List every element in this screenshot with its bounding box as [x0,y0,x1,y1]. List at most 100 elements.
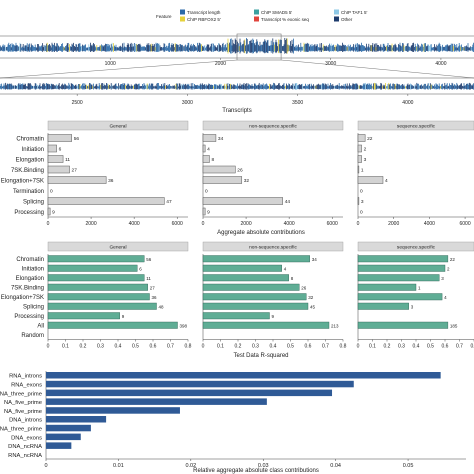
r2-bar-label: 36 [152,295,158,300]
zoom-connector-left [0,59,238,79]
r2-category-label: Processing [14,314,44,320]
aggregate-bar-label: 44 [285,199,291,205]
aggregate-bar-label: 0 [205,189,208,195]
aggregate-bar-label: 9 [207,210,210,216]
aggregate-bar-label: 1 [361,168,364,174]
aggregate-category-label: Elongation+7SK [1,179,44,185]
r2-bar-label: 26 [301,286,307,291]
r2-category-label: Random [21,333,44,339]
r2-x-tick-label: 0.5 [132,344,139,350]
r2-x-tick-label: 0.4 [115,344,122,350]
zoom-track-tick-label: 3000 [182,100,193,106]
overview-highlight-box [236,33,282,61]
r2-bar-label: 6 [139,267,142,272]
facet-strip-label: non-sequence.specific [249,245,297,251]
facet-strip [357,120,474,131]
zoom-track-signal [0,82,474,90]
r2-bar [47,264,138,272]
r2-category-label: Initiation [22,267,44,273]
aggregate-bar [47,165,70,174]
legend-label: ChIP TAF1 5' [341,10,368,15]
aggregate-x-tick-label: 2000 [86,221,97,227]
r2-bar-label: 8 [291,276,294,281]
r2-x-tick-label: 0.3 [252,344,259,350]
aggregate-bar [202,176,243,184]
aggregate-bar-label: 2 [364,147,367,153]
aggregate-category-label: Splicing [23,200,44,206]
r2-bar [202,274,289,282]
aggregate-bar [47,176,107,184]
class-bar [46,380,354,388]
class-category-label: DNA_exons [11,435,42,441]
r2-bar-label: 32 [308,295,314,300]
r2-bar-label: 27 [150,286,156,291]
r2-x-tick-label: 0.1 [62,344,69,350]
r2-bar [357,274,440,282]
r2-x-tick-label: 0.7 [322,344,329,350]
r2-x-tick-label: 0.1 [369,344,376,350]
aggregate-xlabel: Aggregate absolute contributions [217,230,305,236]
facet-strip [357,241,474,252]
r2-x-tick-label: 0.3 [398,344,405,350]
facet-strip [47,241,189,252]
aggregate-x-tick-label: 0 [357,221,360,227]
aggregate-bar [357,144,362,153]
r2-bar [202,312,270,320]
r2-bar [47,312,120,320]
r2-category-label: Splicing [23,305,44,311]
r2-bar-label: 22 [450,257,456,262]
r2-x-tick-label: 0 [202,344,205,350]
legend-title: Feature [156,14,172,19]
aggregate-bar [357,197,360,205]
aggregate-bar-label: 4 [207,147,210,153]
r2-bar-label: 56 [146,257,152,262]
aggregate-bar-label: 0 [360,189,363,195]
r2-x-tick-label: 0.6 [442,344,449,350]
aggregate-category-label: 7SK.Binding [11,168,44,174]
r2-bar [357,321,449,329]
r2-bar [47,255,145,263]
aggregate-x-tick-label: 6000 [460,221,471,227]
aggregate-bar-label: 47 [166,199,172,205]
r2-bar-label: 213 [331,324,339,329]
aggregate-bar-label: 11 [65,157,70,163]
class-category-label: NA_three_prime [0,391,42,397]
overview-track-signal [0,37,474,54]
class-xlabel: Relative aggregate absolute class contri… [193,468,319,474]
facet-strip [202,241,344,252]
r2-bar-label: 4 [284,267,287,272]
overview-track-tick-label: 2000 [215,61,226,67]
r2-bar [357,293,443,301]
r2-x-tick-label: 0.8 [185,344,192,350]
facet-strip-label: sequence.specific [397,124,436,130]
r2-bar-label: 4 [444,295,447,300]
aggregate-x-tick-label: 6000 [327,221,338,227]
r2-bar [357,283,417,291]
r2-bar-label: 2 [447,267,450,272]
r2-bar-label: 1 [418,286,421,291]
class-x-tick-label: 0.03 [258,463,269,469]
r2-x-tick-label: 0.7 [456,344,463,350]
aggregate-bar-label: 22 [367,136,373,142]
r2-x-tick-label: 0.8 [471,344,474,350]
r2-bar [202,293,307,301]
aggregate-bar [202,155,210,163]
class-bar [46,389,333,397]
r2-bar-label: 398 [180,324,188,329]
aggregate-bar [202,134,217,142]
class-category-label: DNA_ncRNA [8,444,42,450]
class-category-label: RNA_exons [11,383,42,389]
zoom-track-tick-label: 2500 [72,100,83,106]
aggregate-x-tick-label: 0 [47,221,50,227]
facet-strip-label: General [109,245,126,251]
aggregate-bar [357,155,362,163]
facet-strip [47,120,189,131]
r2-x-tick-label: 0.8 [340,344,347,350]
facet-strip-label: non-sequence.specific [249,124,297,130]
aggregate-bar-label: 34 [218,136,224,142]
aggregate-x-tick-label: 6000 [172,221,183,227]
legend-swatch [334,9,339,15]
r2-xlabel: Test Data R-squared [233,353,288,359]
aggregate-bar-label: 3 [364,157,367,163]
